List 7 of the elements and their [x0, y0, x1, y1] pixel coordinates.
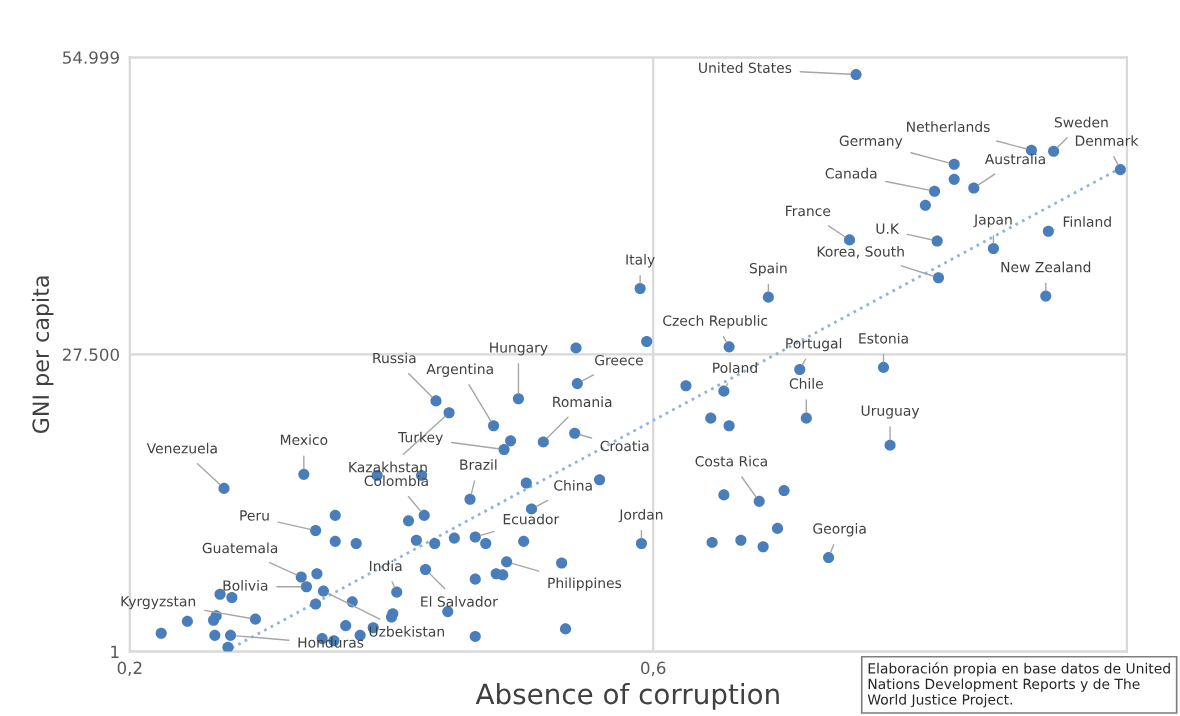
x-axis-title: Absence of corruption [475, 682, 779, 710]
y-tick-label: 54.999 [63, 51, 119, 64]
y-tick-label: 27.500 [62, 348, 119, 361]
y-axis-title: GNI per capita [31, 276, 54, 434]
y-tick-label: 1 [111, 645, 119, 658]
x-tick-label: 0,6 [641, 661, 666, 676]
x-tick-label: 0,2 [117, 661, 142, 676]
